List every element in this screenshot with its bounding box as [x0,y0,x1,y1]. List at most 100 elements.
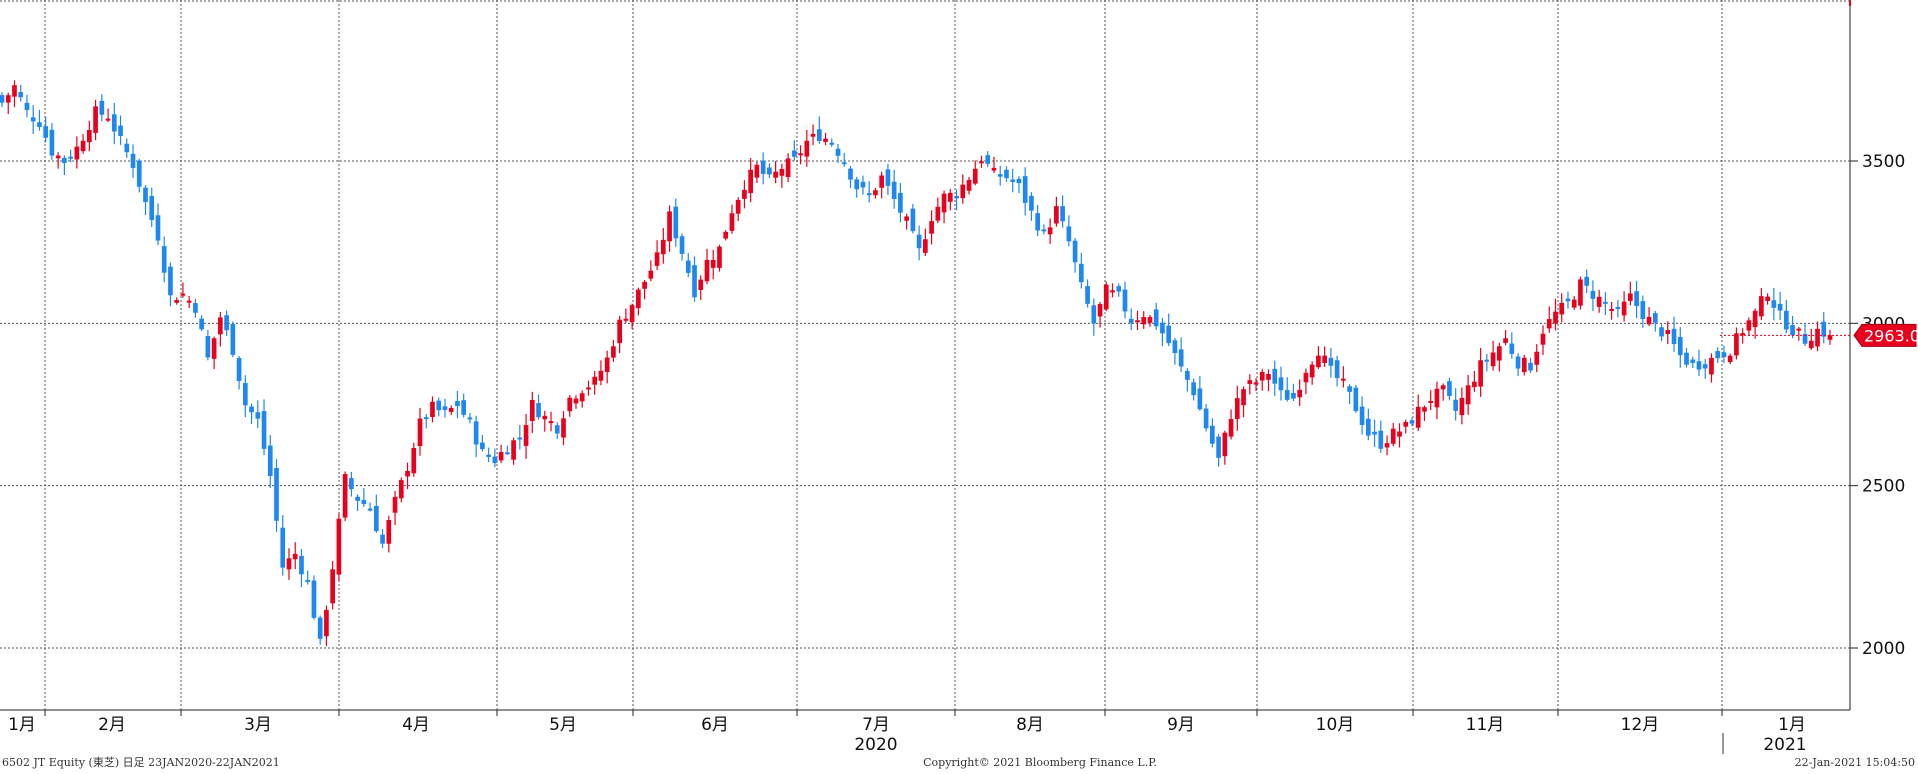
candle-body [617,319,622,344]
candle-body [1590,290,1596,299]
candle-body [1571,299,1577,308]
candle-body [292,553,298,560]
candle-body [1659,327,1664,337]
candle-body [941,193,947,213]
candle-body [1397,431,1402,437]
candle-body [1478,360,1483,387]
candle-body [118,125,123,136]
candle-body [529,399,535,421]
candle-body [473,421,479,445]
candle-body [274,468,279,521]
candle-body [1010,179,1016,182]
candle-body [767,167,772,175]
candle-body [336,518,342,575]
candle-body [411,447,417,474]
candle-body [1509,343,1515,354]
candle-body [1802,333,1808,344]
candle-body [586,387,591,390]
candle-body [1515,356,1521,369]
candle-body [367,508,373,511]
candle-body [1297,389,1303,398]
candle-body [1746,320,1752,331]
candle-body [972,168,978,184]
candle-body [1734,333,1739,356]
candle-body [392,496,398,513]
candle-body [1359,406,1365,426]
candle-body [1621,301,1627,316]
candle-body [1702,364,1708,369]
candle-body [604,357,610,372]
candle-body [1690,359,1696,363]
candle-body [1210,425,1215,444]
candle-body [1353,387,1359,412]
candle-body [1490,352,1496,367]
candle-body [1559,302,1565,315]
candle-body [1378,430,1384,449]
candle-body [947,192,953,202]
candle-body [5,95,11,103]
candle-body [1815,328,1820,347]
candle-body [80,140,86,152]
year-label: 2020 [854,735,897,755]
candle-body [1496,346,1502,361]
month-label: 9月 [1167,715,1195,735]
candle-body [1821,321,1827,337]
candle-body [12,85,17,97]
candle-body [1777,303,1783,311]
candle-body [218,317,223,335]
candle-body [1122,289,1128,312]
candle-body [511,440,516,460]
candle-body [710,259,716,268]
candle-body [211,338,217,359]
candle-body [1072,240,1078,263]
candle-body [592,376,598,385]
candle-body [1347,386,1352,392]
month-label: 10月 [1316,715,1355,735]
candle-body [773,171,778,178]
candle-body [224,315,229,331]
candle-body [611,346,616,358]
candle-body [673,206,679,239]
candle-body [143,187,148,203]
candle-body [885,169,891,186]
candle-body [498,452,504,461]
candle-body [1166,325,1172,344]
candle-body [467,417,473,420]
candle-body [1016,178,1022,184]
candle-body [361,499,367,505]
candle-body [1029,195,1034,211]
candle-body [168,266,173,296]
candle-body [1341,378,1346,381]
candle-body [1103,284,1109,310]
candle-body [505,452,510,455]
candle-body [779,168,785,176]
last-price-value: 2963.0 [1864,326,1918,345]
month-label: 5月 [549,715,577,735]
month-label: 1月 [1778,715,1806,735]
candle-body [679,236,685,254]
candle-body [1709,357,1714,375]
candle-body [904,216,909,221]
candle-body [654,252,660,266]
candle-body [1153,309,1159,327]
candle-body [261,411,267,449]
candle-body [860,181,866,188]
candle-body [1528,362,1533,371]
candle-body [155,215,161,241]
candle-body [62,157,67,163]
candle-body [1428,400,1434,403]
candle-body [1453,399,1459,411]
candle-body [848,168,853,180]
candle-body [242,382,248,406]
candle-body [105,118,111,121]
footer-center: Copyright© 2021 Bloomberg Finance L.P. [923,756,1157,769]
candle-body [1727,355,1733,363]
candle-body [1409,420,1415,424]
candle-body [979,161,984,164]
candle-body [1191,382,1196,396]
candle-body [1303,372,1309,383]
candle-body [1447,381,1452,396]
footer-right: 22-Jan-2021 15:04:50 [1795,756,1915,769]
